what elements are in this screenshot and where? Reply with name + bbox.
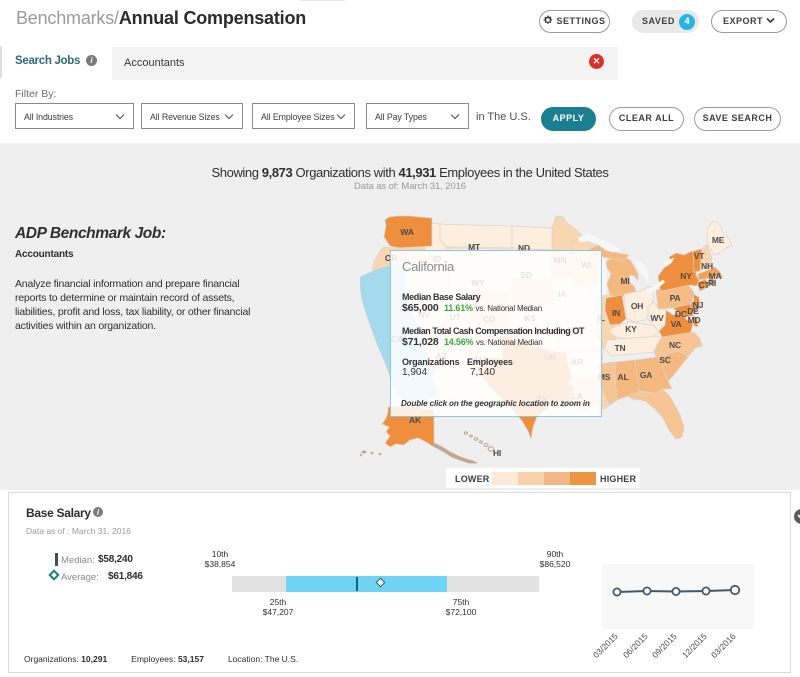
svg-text:NY: NY	[680, 271, 692, 281]
svg-text:MA: MA	[709, 271, 722, 281]
svg-text:TN: TN	[615, 343, 626, 353]
svg-text:RI: RI	[708, 278, 716, 288]
svg-text:DC: DC	[675, 309, 687, 319]
svg-text:SC: SC	[659, 355, 670, 365]
svg-text:IN: IN	[612, 308, 620, 318]
svg-text:NH: NH	[701, 261, 713, 271]
svg-text:CT: CT	[699, 280, 711, 290]
svg-text:MI: MI	[620, 276, 629, 286]
svg-text:HI: HI	[493, 448, 501, 458]
svg-text:KY: KY	[625, 324, 637, 334]
svg-text:AL: AL	[618, 372, 629, 382]
svg-text:VT: VT	[694, 251, 705, 261]
svg-text:ME: ME	[712, 235, 725, 245]
svg-text:AK: AK	[409, 415, 422, 425]
svg-text:MS: MS	[598, 372, 611, 382]
svg-text:OH: OH	[631, 301, 643, 311]
svg-text:NC: NC	[669, 340, 681, 350]
svg-text:GA: GA	[640, 370, 652, 380]
svg-text:DE: DE	[687, 306, 699, 316]
svg-text:ND: ND	[518, 243, 530, 253]
svg-text:VA: VA	[671, 319, 682, 329]
svg-text:MD: MD	[688, 315, 701, 325]
svg-text:WA: WA	[400, 227, 413, 237]
svg-text:PA: PA	[670, 293, 681, 303]
svg-text:NJ: NJ	[693, 300, 704, 310]
svg-text:WV: WV	[650, 313, 664, 323]
svg-text:MT: MT	[468, 242, 481, 252]
